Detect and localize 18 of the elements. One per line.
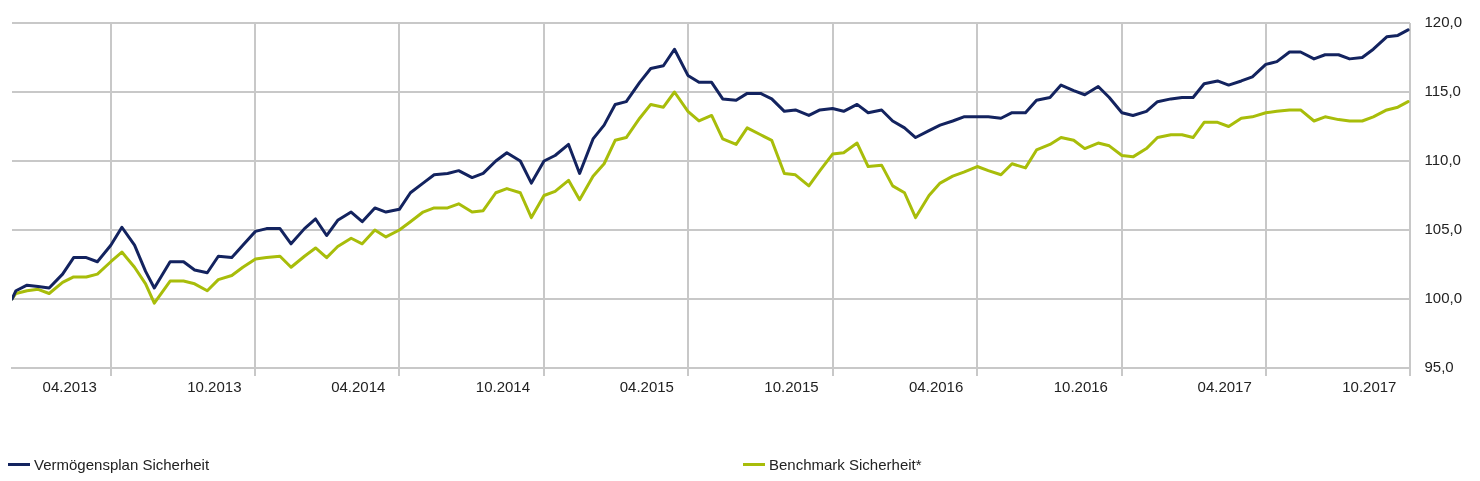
x-tick-label: 10.2013 xyxy=(187,378,242,396)
legend-label: Vermögensplan Sicherheit xyxy=(34,456,210,473)
x-tick-label: 04.2016 xyxy=(909,378,964,396)
y-tick-label: 110,0 xyxy=(1424,151,1461,169)
y-tick-label: 115,0 xyxy=(1424,82,1461,100)
x-tick-label: 10.2015 xyxy=(764,378,819,396)
x-tick-label: 04.2014 xyxy=(331,378,386,396)
y-tick-label: 100,0 xyxy=(1424,289,1463,307)
x-tick-label: 10.2016 xyxy=(1053,378,1108,396)
x-tick-label: 10.2017 xyxy=(1342,378,1397,396)
y-tick-label: 105,0 xyxy=(1424,220,1463,238)
x-tick-label: 04.2013 xyxy=(42,378,97,396)
legend-label: Benchmark Sicherheit* xyxy=(769,456,922,473)
x-tick-label: 04.2017 xyxy=(1197,378,1252,396)
x-tick-label: 04.2015 xyxy=(619,378,674,396)
y-tick-label: 95,0 xyxy=(1424,358,1454,376)
x-tick-label: 10.2014 xyxy=(475,378,531,396)
y-tick-label: 120,0 xyxy=(1424,13,1463,31)
